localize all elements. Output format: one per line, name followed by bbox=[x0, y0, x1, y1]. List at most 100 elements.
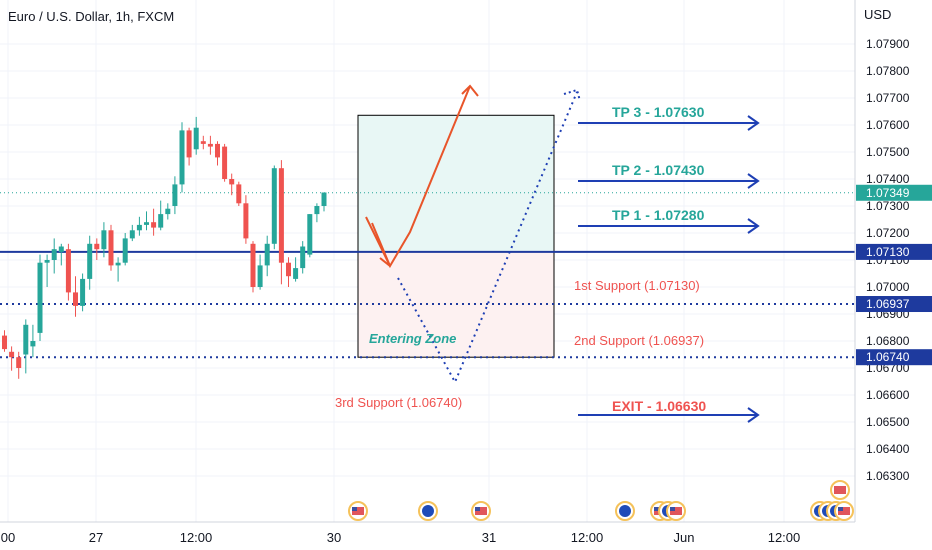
us-flag-icon bbox=[475, 507, 487, 515]
us-flag-icon bbox=[838, 507, 850, 515]
candle-body bbox=[286, 262, 291, 277]
symbol-title: Euro / U.S. Dollar, 1h, FXCM bbox=[8, 9, 174, 24]
x-tick-label: 27 bbox=[89, 530, 103, 545]
candle-body bbox=[222, 146, 228, 179]
projection-arrow-solid bbox=[365, 85, 471, 269]
candles-layer bbox=[2, 116, 327, 379]
target-label: TP 2 - 1.07430 bbox=[612, 162, 705, 178]
candle-body bbox=[58, 246, 64, 252]
us-flag-canton bbox=[838, 507, 843, 511]
y-tick-label: 1.07600 bbox=[866, 118, 910, 132]
arrow-head bbox=[747, 407, 760, 423]
y-tick-label: 1.07800 bbox=[866, 64, 910, 78]
x-tick-label: 31 bbox=[482, 530, 496, 545]
us-flag-canton bbox=[670, 507, 675, 511]
y-tick-label: 1.06600 bbox=[866, 388, 910, 402]
us-flag-canton bbox=[654, 507, 659, 511]
candle-body bbox=[179, 130, 185, 185]
candle-body bbox=[30, 341, 36, 347]
x-tick-label: Jun bbox=[674, 530, 695, 545]
last-price-badge bbox=[856, 184, 932, 201]
candle-body bbox=[215, 143, 220, 158]
us-flag-icon bbox=[352, 507, 364, 515]
candle-body bbox=[80, 278, 86, 306]
candle-body bbox=[108, 230, 114, 266]
candle-body bbox=[271, 168, 277, 244]
exit-label: EXIT - 1.06630 bbox=[612, 398, 706, 414]
candle-body bbox=[307, 214, 313, 255]
y-tick-label: 1.07000 bbox=[866, 280, 910, 294]
eu-flag-icon bbox=[422, 505, 434, 517]
candle-body bbox=[151, 222, 157, 228]
x-tick-label: 12:00 bbox=[571, 530, 604, 545]
us-flag-canton bbox=[475, 507, 480, 511]
candle-body bbox=[165, 208, 171, 215]
arrow-head bbox=[461, 84, 479, 97]
candle-body bbox=[51, 249, 57, 260]
candle-body bbox=[129, 230, 135, 239]
us-flag-canton bbox=[352, 507, 357, 511]
events-layer bbox=[348, 480, 854, 521]
candle-body bbox=[236, 184, 242, 204]
y-tick-label: 1.06400 bbox=[866, 442, 910, 456]
y-tick-label: 1.06500 bbox=[866, 415, 910, 429]
candle-body bbox=[172, 184, 178, 206]
y-tick-label: 1.07500 bbox=[866, 145, 910, 159]
profit-zone bbox=[357, 114, 555, 253]
arrow-head bbox=[747, 218, 760, 234]
candle-body bbox=[144, 222, 149, 225]
candle-body bbox=[16, 357, 22, 368]
candle-body bbox=[193, 127, 199, 150]
candle-body bbox=[44, 260, 50, 263]
candle-body bbox=[158, 214, 164, 228]
x-tick-label: 30 bbox=[327, 530, 341, 545]
candle-body bbox=[207, 143, 213, 147]
x-tick-label: 12:00 bbox=[768, 530, 801, 545]
candle-body bbox=[94, 243, 100, 250]
price-label-text: 1.07130 bbox=[866, 245, 910, 259]
candle-body bbox=[37, 262, 43, 333]
target-label: TP 1 - 1.07280 bbox=[612, 207, 705, 223]
support-label: 1st Support (1.07130) bbox=[574, 278, 700, 293]
y-tick-label: 1.07300 bbox=[866, 199, 910, 213]
candle-body bbox=[2, 335, 7, 350]
arrow-head bbox=[371, 222, 391, 267]
candle-body bbox=[300, 246, 306, 269]
support-label: 3rd Support (1.06740) bbox=[335, 395, 462, 410]
candle-body bbox=[278, 168, 284, 263]
candle-body bbox=[264, 243, 270, 266]
annotation-layer: TP 3 - 1.07630 TP 2 - 1.07430 TP 1 - 1.072… bbox=[335, 104, 706, 414]
eu-flag-icon bbox=[619, 505, 631, 517]
candle-body bbox=[115, 262, 121, 266]
target-label: TP 3 - 1.07630 bbox=[612, 104, 705, 120]
candle-body bbox=[73, 292, 78, 306]
candle-body bbox=[101, 230, 107, 250]
y-tick-label: 1.07700 bbox=[866, 91, 910, 105]
last-price-text: 1.07349 bbox=[866, 186, 910, 200]
y-tick-label: 1.07400 bbox=[866, 172, 910, 186]
x-tick-label: 12:00 bbox=[180, 530, 213, 545]
currency-label: USD bbox=[864, 7, 891, 22]
us-flag-icon bbox=[670, 507, 682, 515]
arrow-head bbox=[563, 88, 581, 102]
arrow-head bbox=[747, 173, 760, 189]
arrows-layer bbox=[365, 84, 760, 423]
support-label: 2nd Support (1.06937) bbox=[574, 333, 704, 348]
arrow-head bbox=[747, 115, 760, 131]
candle-body bbox=[87, 243, 93, 279]
us-flag-icon bbox=[834, 486, 846, 494]
y-tick-label: 1.06300 bbox=[866, 469, 910, 483]
price-label-badge bbox=[856, 349, 932, 366]
y-tick-label: 1.07200 bbox=[866, 226, 910, 240]
candle-body bbox=[293, 268, 299, 279]
entering-zone-label: Entering Zone bbox=[369, 331, 456, 346]
price-label-badge bbox=[856, 296, 932, 313]
x-tick-label: 00 bbox=[1, 530, 15, 545]
candle-body bbox=[200, 141, 206, 144]
candle-body bbox=[257, 265, 263, 287]
candle-body bbox=[321, 192, 327, 206]
candle-body bbox=[229, 179, 235, 185]
